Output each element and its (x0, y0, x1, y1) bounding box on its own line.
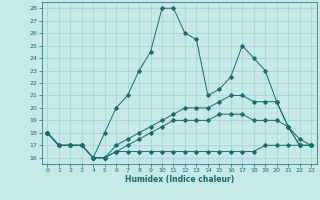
X-axis label: Humidex (Indice chaleur): Humidex (Indice chaleur) (124, 175, 234, 184)
